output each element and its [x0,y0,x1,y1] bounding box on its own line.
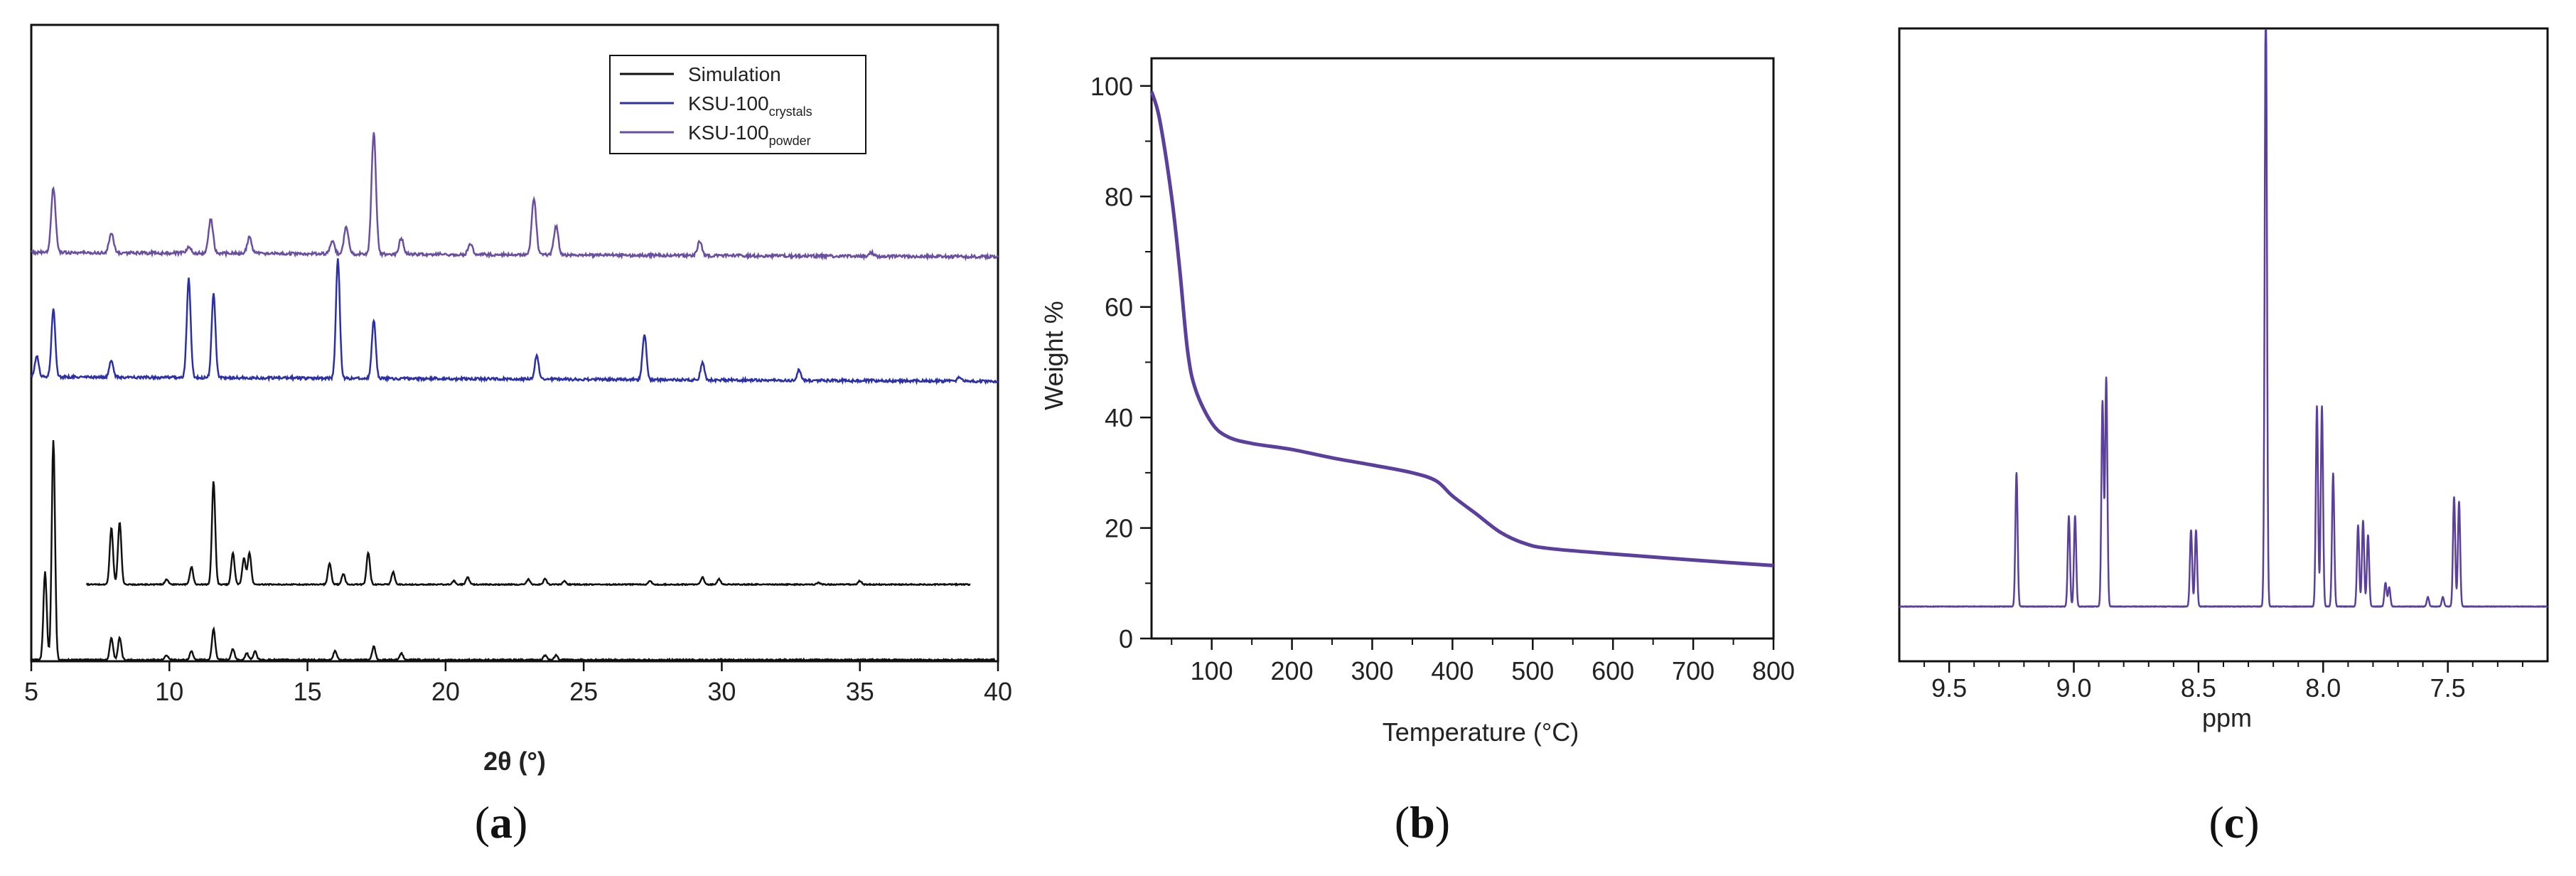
panel-c-nmr-spectrum [1898,28,2548,608]
panel-c: 9.5 9.0 8.5 8.0 7.5 ppm (c) [1898,27,2549,848]
panel-b-tga-curve [1149,90,1774,567]
panel-c-frame [1898,27,2549,663]
y-tick-label: 80 [1105,182,1133,211]
panel-b-label: (b) [1395,797,1450,848]
legend-label-simulation: Simulation [688,63,781,85]
panel-a-label: (a) [475,797,528,848]
panel-c-ticks: 9.5 9.0 8.5 8.0 7.5 [1923,661,2523,703]
y-tick-label: 100 [1090,72,1133,101]
x-tick-label: 8.0 [2305,673,2341,703]
x-tick-label: 300 [1351,656,1393,685]
x-tick-label: 20 [431,677,460,706]
pxrd-series-1 [85,481,971,587]
x-tick-label: 9.5 [1931,673,1967,703]
y-tick-label: 0 [1119,624,1133,653]
pxrd-series-3 [31,132,999,262]
x-tick-label: 30 [707,677,736,706]
panel-c-label: (c) [2209,797,2259,848]
x-tick-label: 700 [1672,656,1714,685]
legend-label-powder: KSU-100powder [688,122,811,148]
x-tick-label: 25 [569,677,598,706]
panel-c-x-axis-label: ppm [2202,703,2252,732]
x-tick-label: 500 [1511,656,1554,685]
x-tick-label: 8.5 [2181,673,2216,703]
panel-a-x-axis-label: 2θ (°) [483,747,546,776]
x-tick-label: 400 [1431,656,1474,685]
legend-label-crystals: KSU-100crystals [688,92,812,119]
x-tick-label: 35 [846,677,874,706]
x-tick-label: 15 [294,677,322,706]
x-tick-label: 9.0 [2056,673,2092,703]
panel-b-x-axis-label: Temperature (°C) [1383,717,1579,747]
panel-a-legend: Simulation KSU-100crystals KSU-100powder [609,55,866,154]
pxrd-series-0 [31,440,996,663]
x-tick-label: 100 [1191,656,1233,685]
legend-box [609,55,866,154]
x-tick-label: 800 [1752,656,1795,685]
panel-a: 5 10 15 20 25 30 35 40 2θ (°) Simulation KSU-10… [24,23,1012,848]
panel-b-ticks: 100 200 300 400 500 600 700 800 0 20 40 60 80 100 [1090,72,1795,685]
x-tick-label: 7.5 [2430,673,2466,703]
y-tick-label: 20 [1105,514,1133,543]
y-tick-label: 40 [1105,403,1133,432]
panel-a-series [30,132,999,663]
x-tick-label: 600 [1592,656,1634,685]
panel-a-frame [30,23,999,663]
x-tick-label: 5 [24,677,38,706]
panel-b: 100 200 300 400 500 600 700 800 0 20 40 60 80 100 Tem… [1039,57,1795,848]
x-tick-label: 40 [984,677,1012,706]
panel-b-y-axis-label: Weight % [1039,301,1068,410]
x-tick-label: 200 [1271,656,1314,685]
x-tick-label: 10 [155,677,183,706]
panel-b-frame [1150,57,1775,640]
pxrd-series-2 [30,258,999,385]
panel-a-x-ticks: 5 10 15 20 25 30 35 40 [24,661,1012,706]
y-tick-label: 60 [1105,293,1133,322]
